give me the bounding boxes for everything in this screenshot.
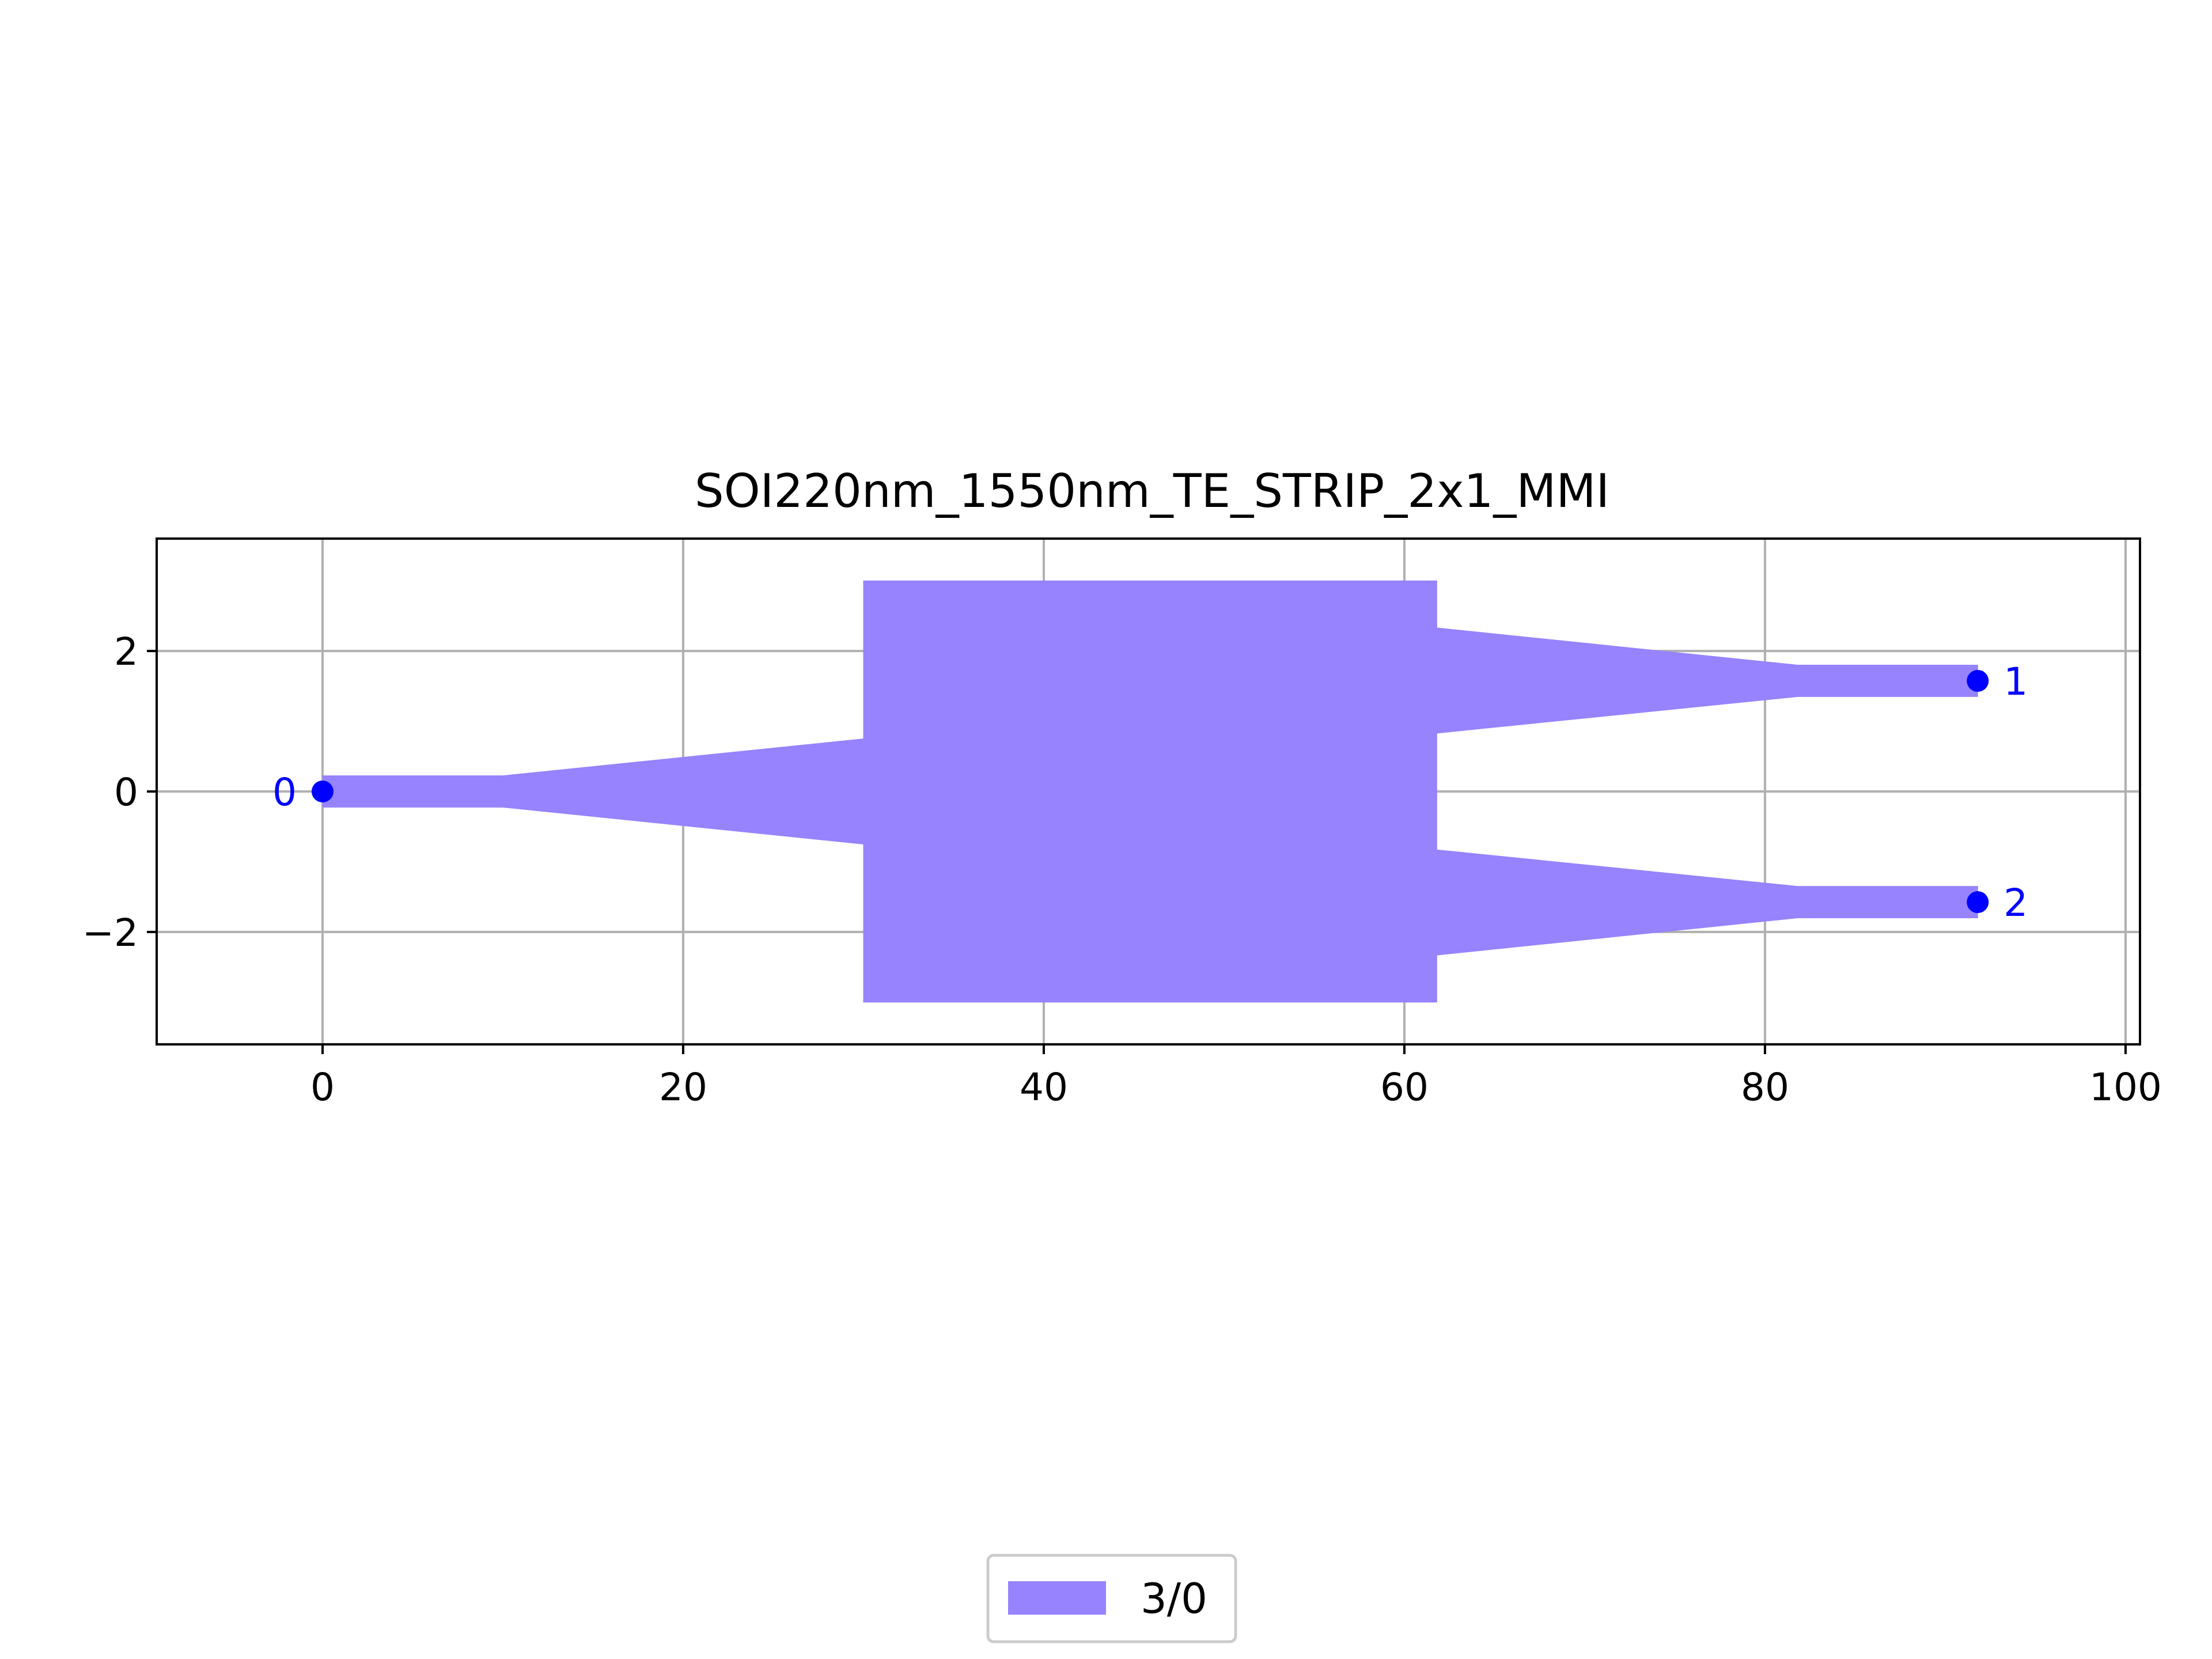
port-marker-0 — [311, 781, 334, 802]
port-marker-1 — [1967, 669, 1989, 692]
x-tick-label: 60 — [1380, 1065, 1429, 1109]
port-label-1: 1 — [2003, 660, 2028, 704]
port-label-2: 2 — [2003, 881, 2028, 925]
polygon-input-waveguide — [322, 775, 503, 808]
ports: 0 1 2 — [272, 660, 2028, 925]
legend-label: 3/0 — [1141, 1574, 1207, 1623]
x-tick-label: 40 — [1020, 1065, 1068, 1109]
x-tick-label: 80 — [1741, 1065, 1789, 1109]
y-tick-label: 0 — [114, 770, 138, 815]
x-tick-label: 100 — [2089, 1065, 2162, 1109]
polygon-output-waveguide-top — [1797, 665, 1978, 697]
polygon-mmi-body — [863, 580, 1437, 1003]
x-tick-label: 0 — [310, 1065, 335, 1109]
x-tick-label: 20 — [659, 1065, 707, 1109]
chart-title: SOI220nm_1550nm_TE_STRIP_2x1_MMI — [695, 464, 1609, 518]
port-marker-2 — [1967, 891, 1989, 914]
polygon-output-waveguide-bottom — [1797, 886, 1978, 918]
y-tick-label: 2 — [114, 630, 138, 674]
layout-polygons — [322, 580, 1978, 1003]
legend-swatch — [1008, 1581, 1106, 1615]
y-tick-label: −2 — [82, 911, 138, 955]
port-label-0: 0 — [272, 770, 297, 815]
legend: 3/0 — [986, 1554, 1237, 1643]
legend-frame — [986, 1554, 1237, 1643]
